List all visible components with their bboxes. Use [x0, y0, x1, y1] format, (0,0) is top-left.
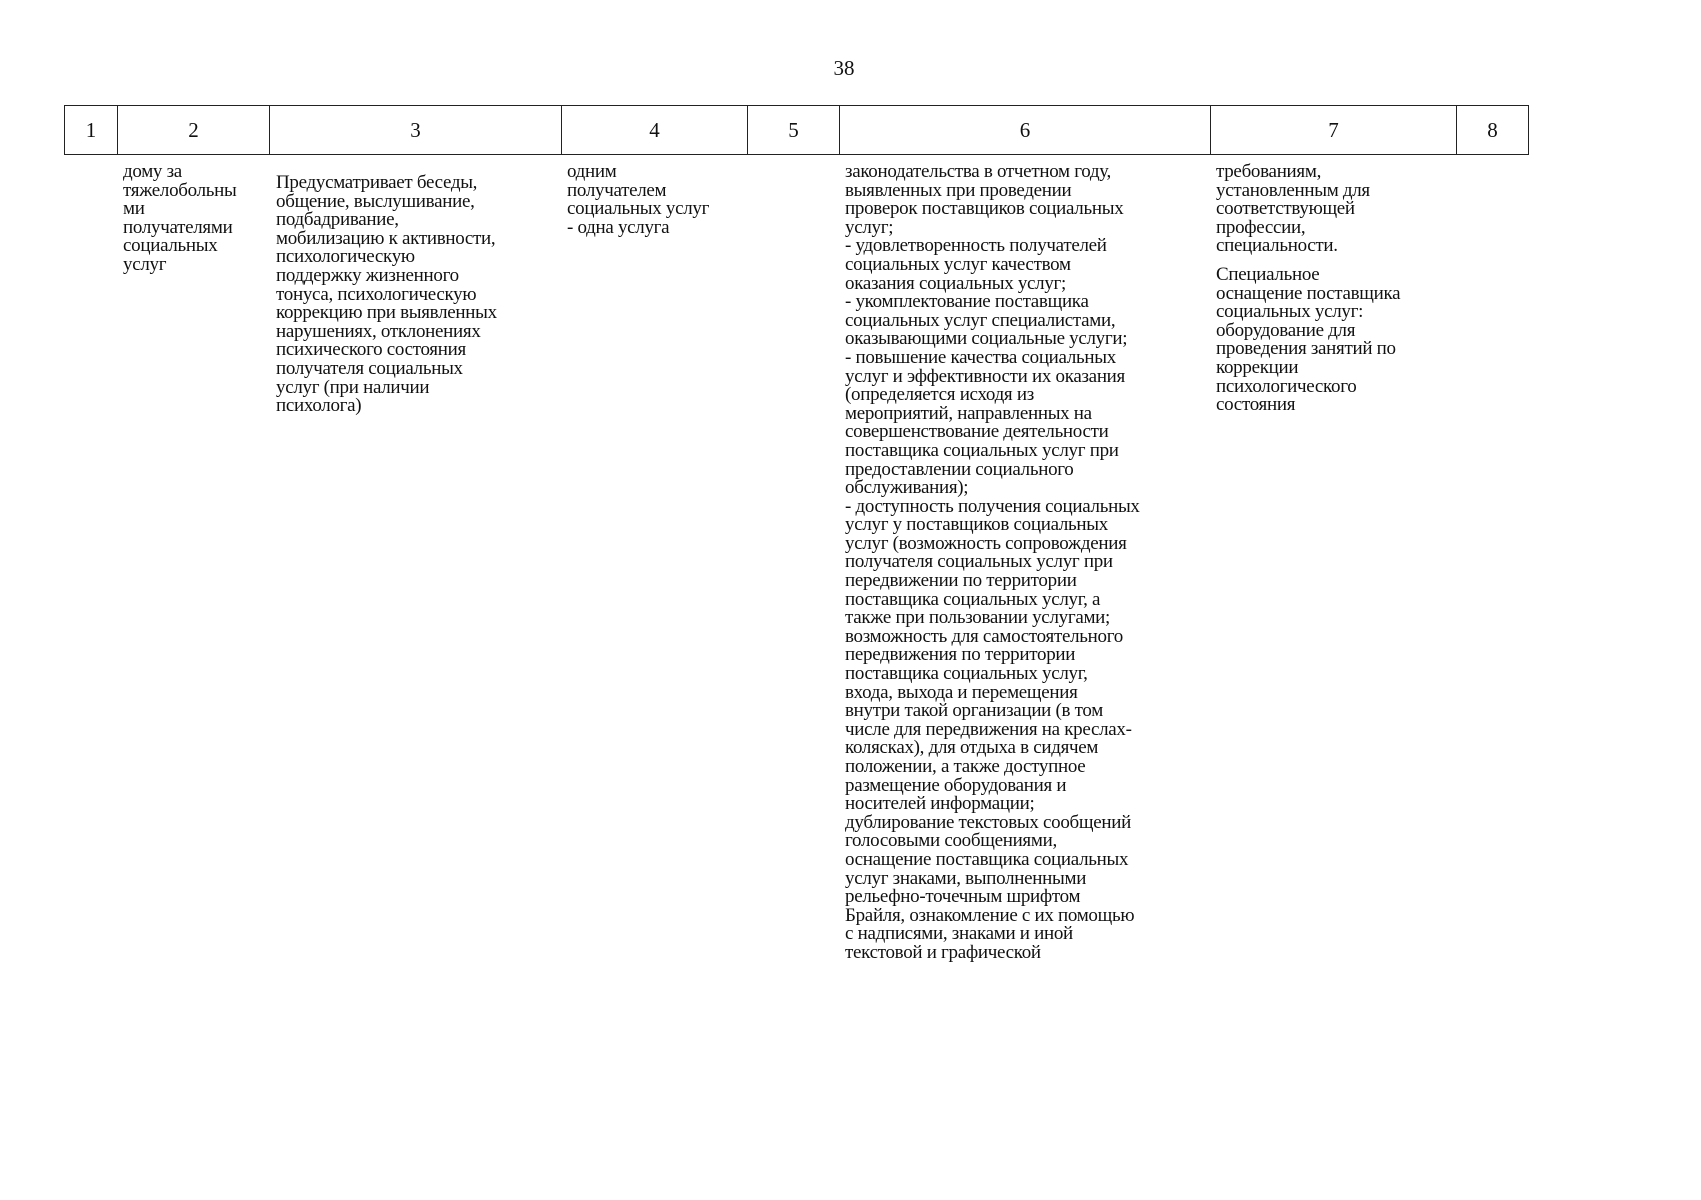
text-line: оснащение поставщика	[1216, 282, 1401, 304]
text-line: профессии,	[1216, 216, 1306, 238]
text-line: коррекции	[1216, 356, 1299, 378]
text-line: услуг знаками, выполненными	[845, 867, 1087, 889]
text-line: оказывающими социальные услуги;	[845, 328, 1128, 350]
text-line: передвижения по территории	[845, 644, 1076, 666]
text-line: (определяется исходя из	[845, 384, 1034, 406]
text-line: требованиям,	[1216, 161, 1322, 182]
text-line: общение, выслушивание,	[276, 190, 475, 212]
text-line: предоставлении социального	[845, 458, 1074, 480]
text-line: соответствующей	[1216, 198, 1355, 220]
text-line: социальных услуг качеством	[845, 253, 1071, 275]
text-line: получателем	[567, 179, 667, 201]
text-line: носителей информации;	[845, 793, 1035, 815]
header-cell: 7	[1210, 105, 1457, 155]
text-line: - одна услуга	[567, 216, 670, 238]
text-line: голосовыми сообщениями,	[845, 830, 1057, 852]
text-line: числе для передвижения на креслах-	[845, 718, 1132, 740]
text-line: ми	[123, 198, 145, 220]
page-number: 38	[833, 56, 855, 80]
text-line: поставщика социальных услуг, а	[845, 588, 1101, 610]
column-6-text: законодательства в отчетном году, выявлен…	[845, 161, 1140, 963]
text-line: мероприятий, направленных на	[845, 402, 1092, 424]
text-line: размещение оборудования и	[845, 774, 1067, 796]
text-line: коррекцию при выявленных	[276, 302, 497, 324]
text-line: Специальное	[1216, 263, 1320, 285]
text-line: - повышение качества социальных	[845, 346, 1116, 368]
text-line: - укомплектование поставщика	[845, 291, 1089, 313]
text-line: одним	[567, 161, 617, 182]
text-line: оборудование для	[1216, 319, 1356, 341]
text-line: услуг	[123, 253, 167, 275]
text-line: дому за	[123, 161, 182, 182]
text-line: услуг (возможность сопровождения	[845, 532, 1127, 554]
text-line: социальных услуг	[567, 198, 710, 220]
text-line: Предусматривает беседы,	[276, 172, 478, 193]
text-line: услуг и эффективности их оказания	[845, 365, 1125, 387]
text-line: оснащение поставщика социальных	[845, 848, 1129, 870]
text-line: также при пользовании услугами;	[845, 607, 1111, 629]
text-line: услуг (при наличии	[276, 376, 430, 398]
text-line: психолога)	[276, 395, 362, 417]
text-line: с надписями, знаками и иной	[845, 923, 1073, 945]
text-line: проведения занятий по	[1216, 338, 1396, 360]
text-line: входа, выхода и перемещения	[845, 681, 1078, 703]
column-7-text: требованиям, установленным для соответству…	[1216, 161, 1401, 416]
text-line: психологического	[1216, 375, 1357, 397]
text-line: социальных услуг специалистами,	[845, 309, 1116, 331]
column-2-text: дому за тяжелобольны ми получателями социаль…	[123, 161, 237, 275]
text-line: выявленных при проведении	[845, 179, 1072, 201]
text-line: получателями	[123, 216, 233, 238]
text-line: проверок поставщиков социальных	[845, 198, 1124, 220]
text-line: поддержку жизненного	[276, 264, 459, 286]
header-cell: 8	[1456, 105, 1529, 155]
header-cell: 5	[747, 105, 840, 155]
text-line: нарушениях, отклонениях	[276, 320, 481, 342]
header-cell: 6	[839, 105, 1211, 155]
text-line: услуг;	[845, 216, 894, 238]
text-line: социальных	[123, 235, 218, 257]
text-line: социальных услуг:	[1216, 301, 1364, 323]
column-4-text: одним получателем социальных услуг - одна у…	[567, 161, 710, 238]
column-3-text: Предусматривает беседы, общение, выслушив…	[276, 172, 497, 417]
text-line: обслуживания);	[845, 477, 969, 499]
text-line: установленным для	[1216, 179, 1370, 201]
text-line: получателя социальных	[276, 357, 463, 379]
text-line: рельефно-точечным шрифтом	[845, 886, 1081, 908]
header-cell: 3	[269, 105, 562, 155]
text-line: специальности.	[1216, 235, 1338, 257]
column-7-part-a: требованиям, установленным для соответству…	[1216, 161, 1400, 257]
text-line: - доступность получения социальных	[845, 495, 1140, 517]
header-cell: 4	[561, 105, 748, 155]
text-line: услуг у поставщиков социальных	[845, 514, 1108, 536]
text-line: психологическую	[276, 246, 415, 268]
text-line: внутри такой организации (в том	[845, 700, 1103, 722]
text-line: текстовой и графической	[845, 941, 1041, 963]
text-line: подбадривание,	[276, 209, 399, 231]
text-line: мобилизацию к активности,	[276, 227, 496, 249]
text-line: поставщика социальных услуг при	[845, 439, 1119, 461]
text-line: дублирование текстовых сообщений	[845, 811, 1131, 833]
header-cell: 2	[117, 105, 270, 155]
text-line: - удовлетворенность получателей	[845, 235, 1107, 257]
text-line: Брайля, ознакомление с их помощью	[845, 904, 1135, 926]
text-line: тонуса, психологическую	[276, 283, 477, 305]
text-line: передвижении по территории	[845, 570, 1077, 592]
text-line: психического состояния	[276, 339, 466, 361]
column-7-part-b: Специальное оснащение поставщика социальны…	[1216, 263, 1401, 416]
text-line: поставщика социальных услуг,	[845, 663, 1088, 685]
text-line: получателя социальных услуг при	[845, 551, 1113, 573]
text-line: оказания социальных услуг;	[845, 272, 1067, 294]
text-line: тяжелобольны	[123, 179, 237, 201]
text-line: совершенствование деятельности	[845, 421, 1109, 443]
text-line: состояния	[1216, 394, 1296, 416]
text-line: положении, а также доступное	[845, 756, 1086, 777]
header-cell: 1	[64, 105, 118, 155]
text-line: возможность для самостоятельного	[845, 625, 1123, 647]
text-line: законодательства в отчетном году,	[845, 161, 1111, 182]
text-line: колясках), для отдыха в сидячем	[845, 737, 1099, 759]
table-header: 1 2 3 4 5 6 7 8	[64, 105, 1529, 155]
